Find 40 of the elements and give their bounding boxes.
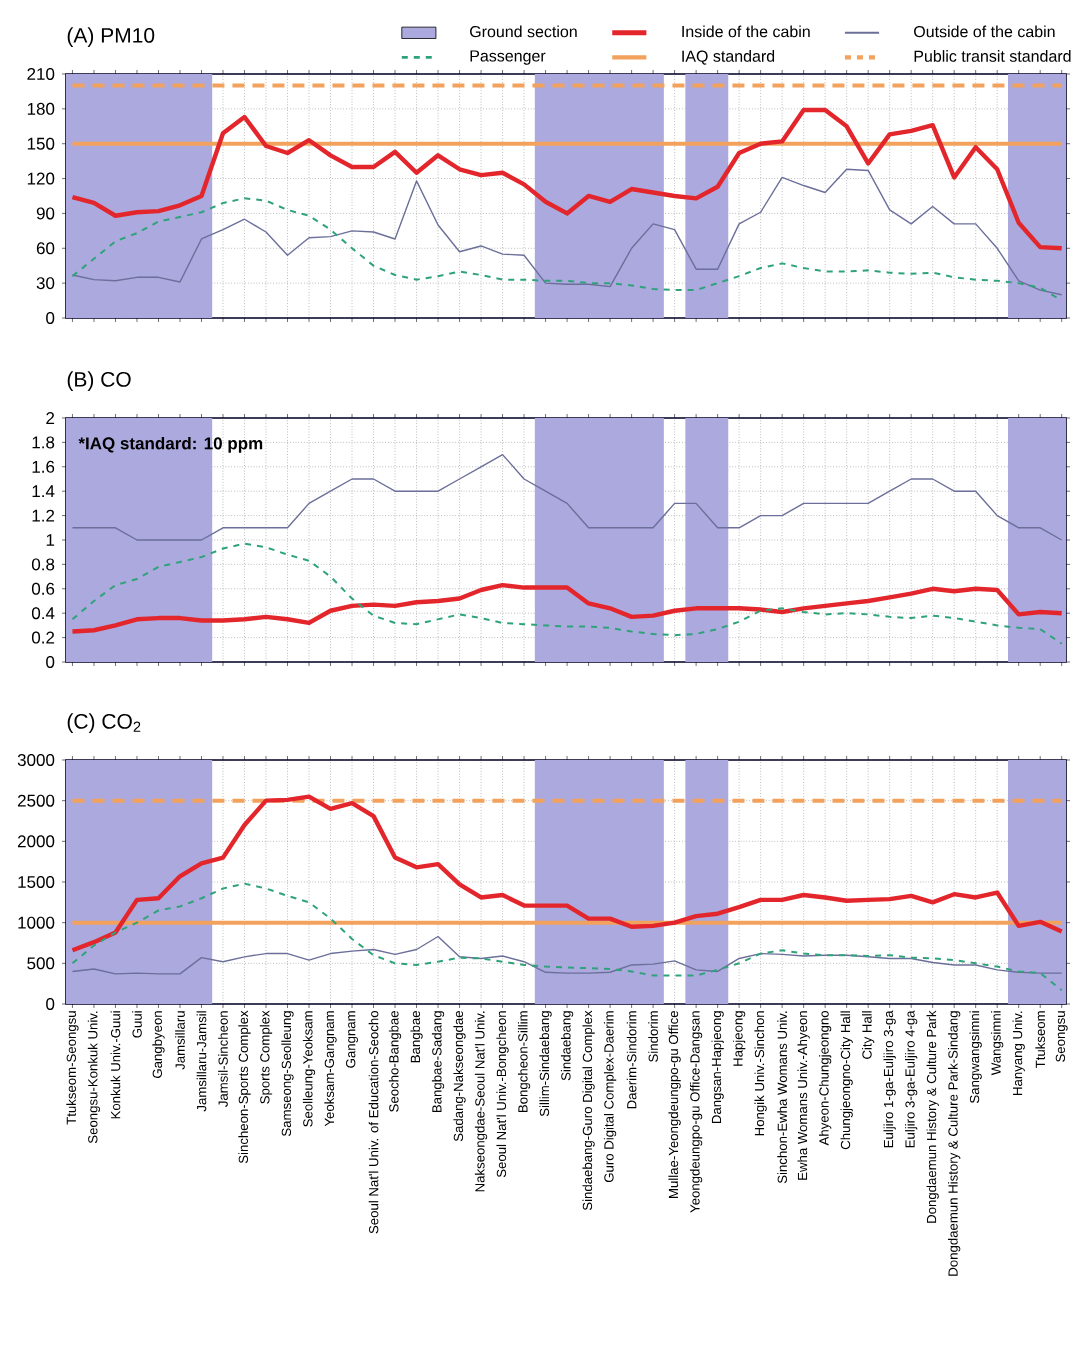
y-tick-label: 180 bbox=[27, 102, 55, 115]
y-tick-label: 1.8 bbox=[32, 436, 55, 449]
line-series bbox=[71, 197, 1063, 302]
chart-title: (C) CO$_{2}$ bbox=[67, 713, 141, 733]
y-tick-label: 0 bbox=[46, 997, 55, 1010]
y-tick-label: 1.4 bbox=[32, 485, 55, 498]
y-tick-label: 2000 bbox=[17, 835, 55, 848]
legend-label: Public transit standard bbox=[914, 50, 1071, 62]
y-tick-label: 1.6 bbox=[32, 460, 55, 473]
y-tick-label: 90 bbox=[36, 207, 55, 220]
y-tick-label: 30 bbox=[36, 277, 55, 290]
y-tick-label: 120 bbox=[27, 172, 55, 185]
chart-title: (B) CO bbox=[67, 371, 131, 391]
chart-title: (A) PM10 bbox=[67, 27, 155, 47]
y-tick-label: 3000 bbox=[17, 753, 55, 767]
y-tick-label: 2500 bbox=[17, 794, 55, 807]
y-tick-label: 60 bbox=[36, 242, 55, 255]
y-tick-label: 1000 bbox=[18, 916, 55, 929]
legend-label: IAQ standard bbox=[682, 50, 775, 65]
y-tick-label: 0.4 bbox=[31, 607, 55, 620]
y-tick-label: 0 bbox=[46, 311, 55, 324]
y-tick-label: 500 bbox=[27, 957, 55, 970]
y-tick-label: 1500 bbox=[18, 875, 55, 889]
y-tick-label: 0.8 bbox=[31, 558, 55, 571]
legend-label: Passenger bbox=[470, 50, 546, 65]
y-tick-label: 0.6 bbox=[31, 582, 55, 595]
y-tick-label: 1 bbox=[46, 534, 55, 546]
line-series bbox=[71, 168, 1063, 296]
legend-label: Ground section bbox=[470, 25, 577, 38]
line-series bbox=[71, 935, 1063, 975]
y-tick-label: 2 bbox=[46, 412, 55, 424]
legend-label: Outside of the cabin bbox=[914, 25, 1055, 38]
legend-label: Inside of the cabin bbox=[682, 25, 810, 38]
line-series bbox=[70, 107, 1064, 251]
y-tick-label: 0.2 bbox=[31, 631, 55, 644]
y-tick-label: 0 bbox=[46, 655, 55, 668]
y-tick-label: 150 bbox=[27, 137, 55, 150]
y-tick-label: 1.2 bbox=[32, 509, 55, 522]
y-tick-label: 210 bbox=[27, 67, 55, 80]
annotation: *IAQ standard: 10 ppm bbox=[78, 436, 263, 453]
